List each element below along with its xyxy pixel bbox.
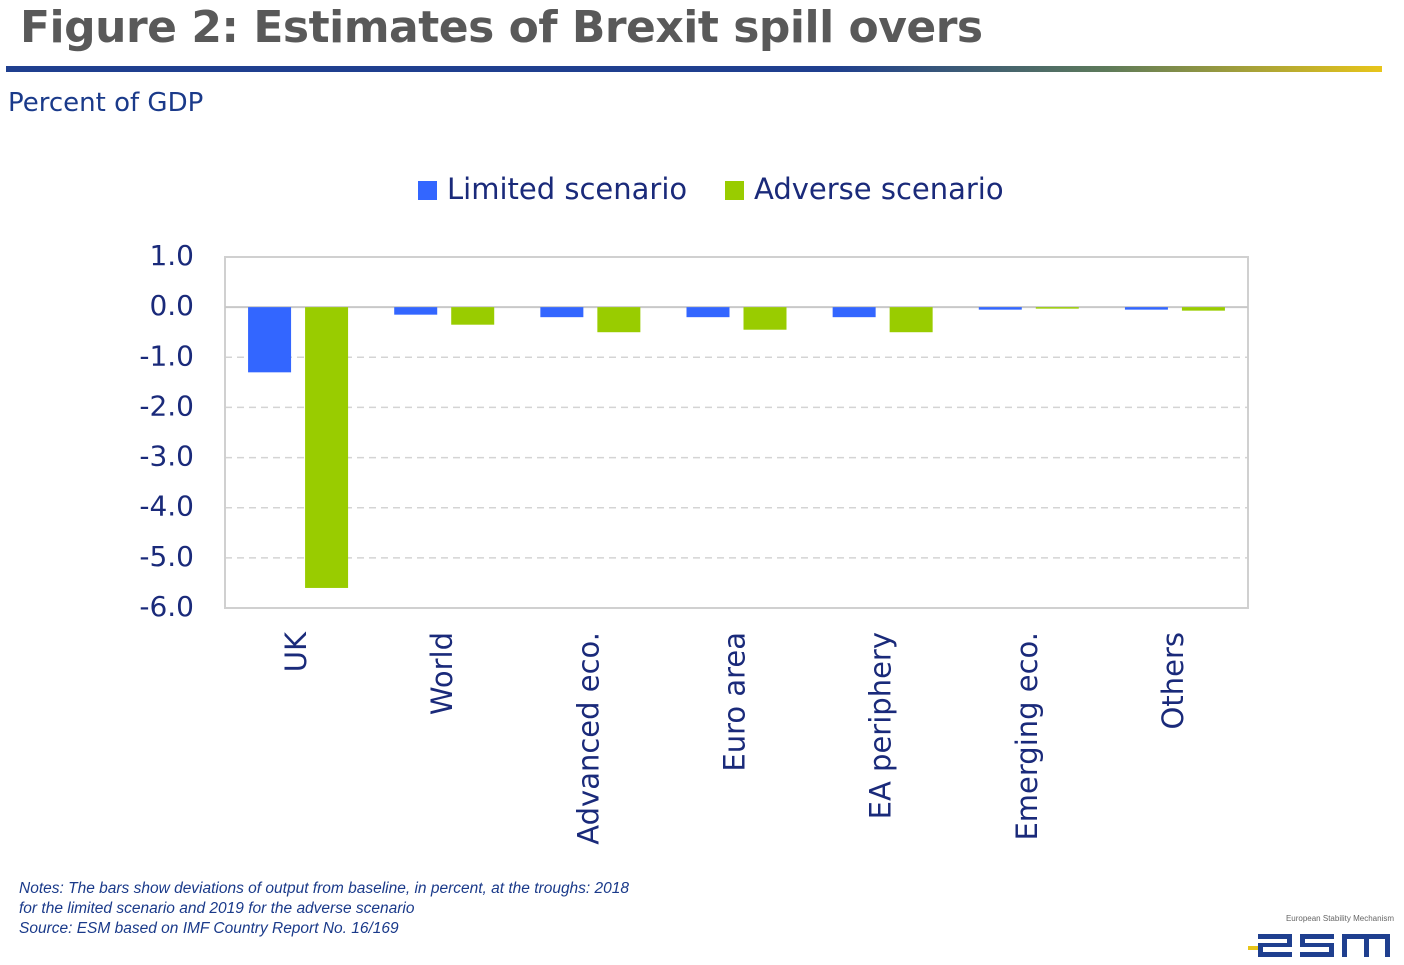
x-category-label-0: UK — [279, 631, 313, 672]
x-category-label-2: Advanced eco. — [571, 632, 605, 845]
x-category-label-6: Others — [1156, 632, 1190, 729]
bar-limited-4 — [832, 307, 876, 318]
logo-caption: European Stability Mechanism — [1285, 914, 1394, 923]
x-category-label-5: Emerging eco. — [1010, 632, 1044, 841]
esm-wordmark-icon — [1248, 934, 1390, 957]
y-tick-label-2: -1.0 — [139, 339, 194, 372]
bar-adverse-6 — [1181, 307, 1225, 311]
legend-label-1: Adverse scenario — [754, 172, 1004, 206]
notes-line-1: Notes: The bars show deviations of outpu… — [19, 880, 630, 897]
x-category-label-1: World — [425, 632, 459, 715]
legend-swatch-1 — [725, 181, 744, 200]
x-category-label-3: Euro area — [718, 632, 752, 772]
x-axis-category-labels: UK World Advanced eco. Euro area EA peripher… — [279, 631, 1190, 845]
notes-line-2: for the limited scenario and 2019 for th… — [19, 900, 415, 917]
bar-limited-2 — [540, 307, 584, 318]
esm-logo: European Stability Mechanism — [1248, 914, 1394, 962]
chart-legend: Limited scenario Adverse scenario — [418, 172, 1004, 206]
y-axis-tick-labels: 1.0 0.0 -1.0 -2.0 -3.0 -4.0 -5.0 -6.0 — [139, 239, 194, 623]
y-tick-label-6: -5.0 — [139, 540, 194, 573]
bar-adverse-5 — [1035, 307, 1079, 309]
title-divider — [6, 66, 1382, 72]
bar-limited-3 — [686, 307, 730, 318]
bar-adverse-3 — [743, 307, 787, 330]
bar-limited-1 — [394, 307, 438, 315]
bar-adverse-4 — [889, 307, 933, 333]
page-title: Figure 2: Estimates of Brexit spill over… — [20, 2, 983, 53]
y-tick-label-7: -6.0 — [139, 590, 194, 623]
y-tick-label-1: 0.0 — [149, 289, 194, 322]
bar-chart: Limited scenario Adverse scenario 1.0 0.0 -… — [139, 172, 1249, 845]
y-tick-label-5: -4.0 — [139, 490, 194, 523]
notes-line-3: Source: ESM based on IMF Country Report … — [19, 920, 399, 937]
bar-adverse-0 — [305, 307, 349, 588]
plot-area-frame — [224, 256, 1249, 609]
bar-limited-5 — [978, 307, 1022, 310]
bar-limited-0 — [248, 307, 292, 373]
y-tick-label-4: -3.0 — [139, 440, 194, 473]
bar-adverse-1 — [451, 307, 495, 325]
bar-limited-6 — [1124, 307, 1168, 310]
legend-swatch-0 — [418, 181, 437, 200]
y-tick-label-0: 1.0 — [149, 239, 194, 272]
chart-bars — [248, 307, 1225, 588]
x-category-label-4: EA periphery — [864, 632, 898, 819]
chart-notes: Notes: The bars show deviations of outpu… — [19, 879, 629, 939]
chart-subtitle: Percent of GDP — [8, 88, 204, 118]
legend-label-0: Limited scenario — [447, 172, 687, 206]
chart-gridlines — [225, 356, 1248, 559]
y-tick-label-3: -2.0 — [139, 389, 194, 422]
bar-adverse-2 — [597, 307, 641, 333]
